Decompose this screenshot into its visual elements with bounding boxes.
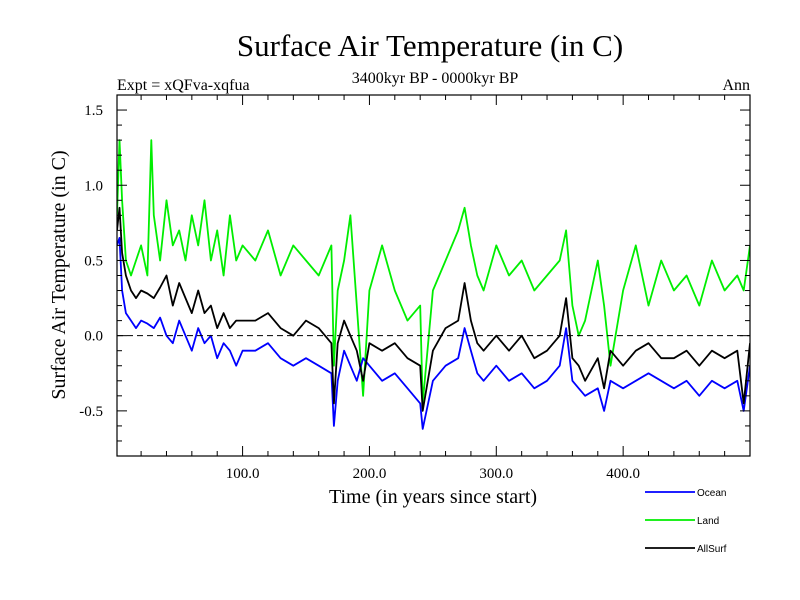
series-line-land bbox=[117, 139, 750, 405]
season-label: Ann bbox=[722, 77, 750, 94]
y-tick-label: -0.5 bbox=[79, 404, 103, 420]
y-tick-label: 1.0 bbox=[84, 178, 103, 194]
legend-label-allsurf: AllSurf bbox=[697, 544, 727, 555]
x-tick-label: 300.0 bbox=[479, 466, 513, 482]
y-axis-label: Surface Air Temperature (in C) bbox=[48, 150, 70, 399]
chart-title: Surface Air Temperature (in C) bbox=[237, 28, 623, 63]
chart-subtitle: 3400kyr BP - 0000kyr BP bbox=[352, 70, 519, 87]
x-tick-label: 200.0 bbox=[353, 466, 387, 482]
x-tick-label: 400.0 bbox=[606, 466, 640, 482]
plot-frame bbox=[116, 94, 751, 457]
y-tick-label: 1.5 bbox=[84, 103, 103, 119]
x-tick-label: 100.0 bbox=[226, 466, 260, 482]
legend-label-ocean: Ocean bbox=[697, 488, 726, 499]
legend-label-land: Land bbox=[697, 516, 719, 527]
y-tick-label: 0.5 bbox=[84, 253, 103, 269]
legend: Ocean Land AllSurf bbox=[645, 488, 727, 555]
series-line-ocean bbox=[117, 236, 750, 430]
series-line-allsurf bbox=[117, 206, 750, 412]
x-axis-label: Time (in years since start) bbox=[329, 486, 537, 508]
experiment-label: Expt = xQFva-xqfua bbox=[117, 77, 250, 94]
y-tick-label: 0.0 bbox=[84, 329, 103, 345]
